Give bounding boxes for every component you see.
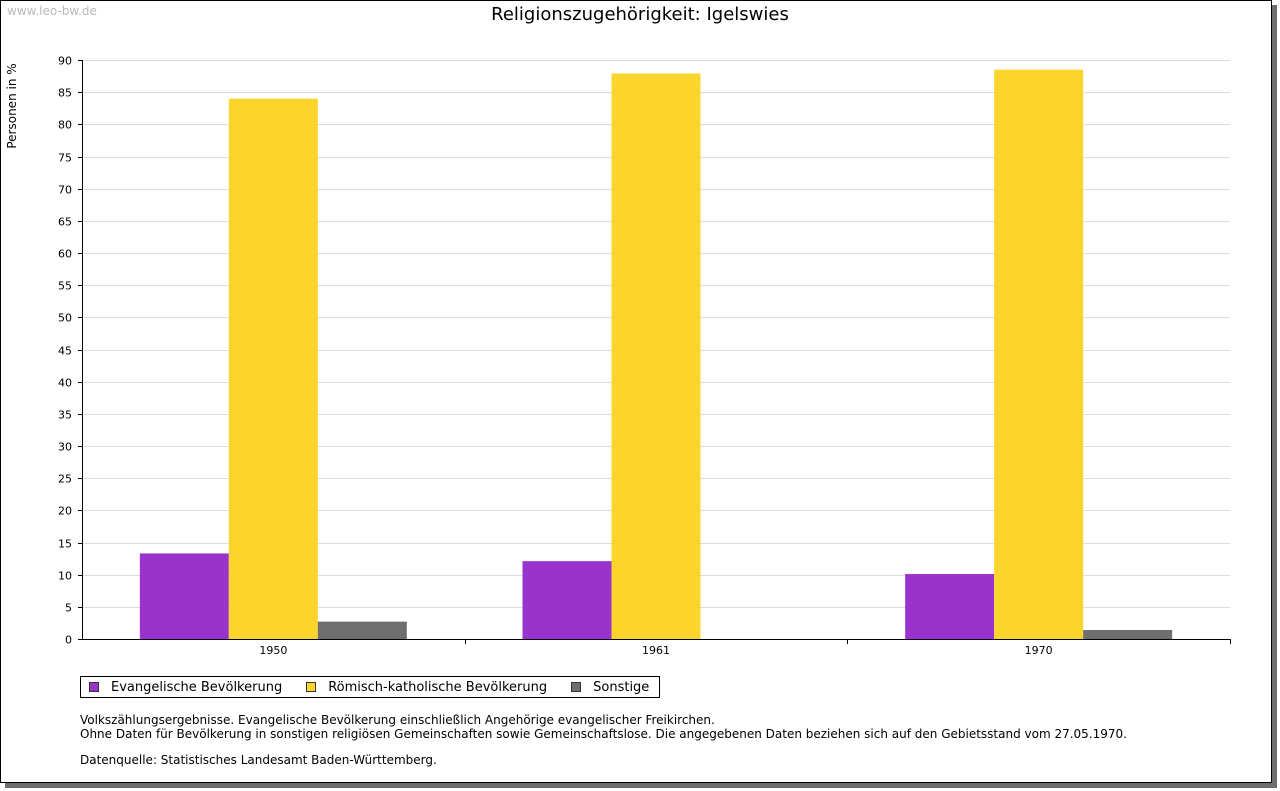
legend: Evangelische Bevölkerung Römisch-katholi… — [80, 676, 661, 698]
bar-1970-s2 — [1083, 629, 1173, 639]
x-tick-label: 1970 — [1025, 644, 1053, 657]
y-tick-label: 35 — [58, 409, 72, 422]
y-tick-label: 90 — [58, 55, 72, 68]
x-tick-label: 1961 — [642, 644, 670, 657]
legend-swatch-katholisch — [306, 682, 317, 692]
y-tick-label: 60 — [58, 248, 72, 261]
legend-item-sonstige[interactable]: Sonstige — [571, 680, 649, 695]
axes — [78, 60, 1231, 644]
note-line-1: Volkszählungsergebnisse. Evangelische Be… — [80, 713, 715, 727]
y-tick-label: 50 — [58, 312, 72, 325]
y-tick-label: 55 — [58, 280, 72, 293]
y-tick-label: 5 — [65, 602, 72, 615]
y-tick-label: 75 — [58, 152, 72, 165]
bars — [139, 69, 1173, 640]
bar-1950-s0 — [139, 553, 229, 639]
bar-1970-s0 — [905, 574, 995, 639]
y-tick-label: 30 — [58, 441, 72, 454]
y-tick-label: 65 — [58, 216, 72, 229]
legend-item-evangelisch[interactable]: Evangelische Bevölkerung — [89, 680, 282, 695]
y-tick-label: 85 — [58, 87, 72, 100]
y-tick-label: 0 — [65, 634, 72, 647]
bar-1970-s1 — [994, 69, 1084, 639]
legend-label-evangelisch: Evangelische Bevölkerung — [111, 679, 283, 695]
y-tick-label: 10 — [58, 570, 72, 583]
bar-1961-s1 — [611, 73, 701, 639]
legend-swatch-evangelisch — [89, 682, 99, 692]
legend-label-sonstige: Sonstige — [593, 679, 650, 695]
legend-label-katholisch: Römisch-katholische Bevölkerung — [328, 679, 548, 695]
legend-swatch-sonstige — [571, 682, 582, 692]
y-tick-label: 70 — [58, 184, 72, 197]
y-tick-label: 15 — [58, 538, 72, 551]
watermark[interactable]: www.leo-bw.de — [7, 4, 97, 18]
chart-title: Religionszugehörigkeit: Igelswies — [491, 4, 789, 25]
footnotes: Volkszählungsergebnisse. Evangelische Be… — [80, 713, 1127, 767]
y-tick-label: 40 — [58, 377, 72, 390]
y-tick-label: 45 — [58, 345, 72, 358]
y-tick-label: 80 — [58, 119, 72, 132]
x-tick-label: 1950 — [259, 644, 287, 657]
bar-1961-s0 — [522, 561, 612, 639]
x-tick-labels: 1950 1961 1970 — [259, 644, 1052, 657]
note-line-2: Ohne Daten für Bevölkerung in sonstigen … — [80, 727, 1127, 741]
y-axis-label: Personen in % — [5, 63, 19, 148]
bar-1950-s1 — [228, 98, 318, 640]
bar-1950-s2 — [317, 621, 407, 639]
legend-item-katholisch[interactable]: Römisch-katholische Bevölkerung — [306, 680, 547, 695]
data-source: Datenquelle: Statistisches Landesamt Bad… — [80, 753, 437, 767]
bar-chart: 0 5 10 15 20 25 30 35 40 45 50 55 60 65 70 75 80 85 90 195… — [5, 55, 1231, 657]
y-tick-label: 25 — [58, 473, 72, 486]
y-tick-labels: 0 5 10 15 20 25 30 35 40 45 50 55 60 65 70 75 80 85 90 — [58, 55, 72, 647]
y-tick-label: 20 — [58, 505, 72, 518]
